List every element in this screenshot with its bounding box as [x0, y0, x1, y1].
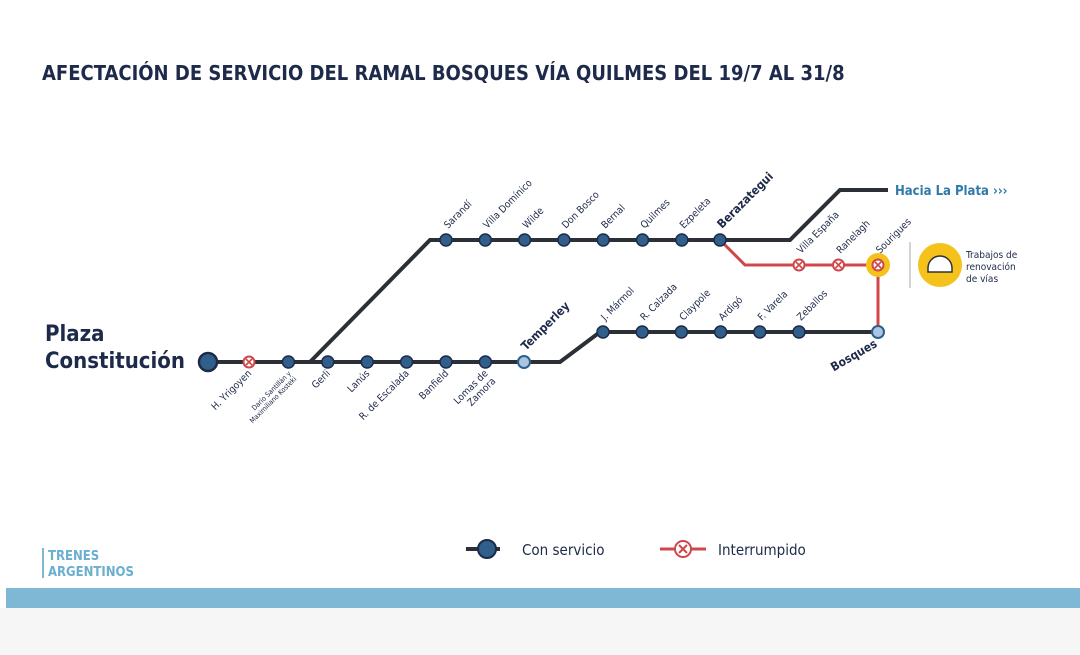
- station: [596, 325, 610, 339]
- line-upper: [308, 188, 888, 364]
- station: [478, 233, 493, 247]
- station: [399, 355, 414, 369]
- station: [478, 355, 493, 369]
- station-origin: [197, 351, 219, 373]
- legend-x: [678, 544, 688, 554]
- station: [792, 325, 806, 339]
- station-junction: [517, 355, 531, 369]
- station: [321, 355, 335, 369]
- station: [713, 325, 728, 339]
- station: [557, 233, 571, 247]
- works-note: renovación: [966, 261, 1016, 273]
- line-south: [208, 330, 878, 364]
- station-junction: [871, 325, 885, 339]
- destination: Hacia La Plata ›››: [895, 184, 1007, 199]
- legend-label: Con servicio: [522, 541, 605, 559]
- station: [360, 355, 374, 369]
- station: [439, 233, 453, 247]
- station: [439, 355, 453, 369]
- station: [281, 355, 296, 369]
- station-x: [245, 358, 253, 366]
- origin: Constitución: [45, 349, 185, 374]
- station-x: [795, 261, 803, 269]
- helmet: [927, 255, 953, 273]
- station-x: [874, 261, 882, 269]
- works-note: Trabajos de: [965, 250, 1018, 261]
- station: [517, 233, 532, 247]
- title: AFECTACIÓN DE SERVICIO DEL RAMAL BOSQUES…: [42, 61, 845, 85]
- station: [713, 233, 727, 247]
- lines: [208, 188, 962, 364]
- station: [635, 325, 649, 339]
- line-interrupted: [718, 238, 880, 332]
- station: [635, 233, 650, 247]
- legend-dot: [477, 539, 497, 559]
- legend-label: Interrumpido: [718, 541, 806, 559]
- works-note: de vías: [966, 273, 998, 285]
- origin: Plaza: [45, 322, 105, 347]
- footer-bar: [6, 588, 1080, 608]
- brand-bar: [42, 548, 44, 578]
- station: [675, 233, 689, 247]
- station-x: [834, 261, 843, 269]
- brand: ARGENTINOS: [48, 565, 134, 580]
- station: [596, 233, 610, 247]
- footer-area: [0, 608, 1080, 655]
- brand: TRENES: [48, 549, 99, 564]
- station: [753, 325, 767, 339]
- station: [674, 325, 689, 339]
